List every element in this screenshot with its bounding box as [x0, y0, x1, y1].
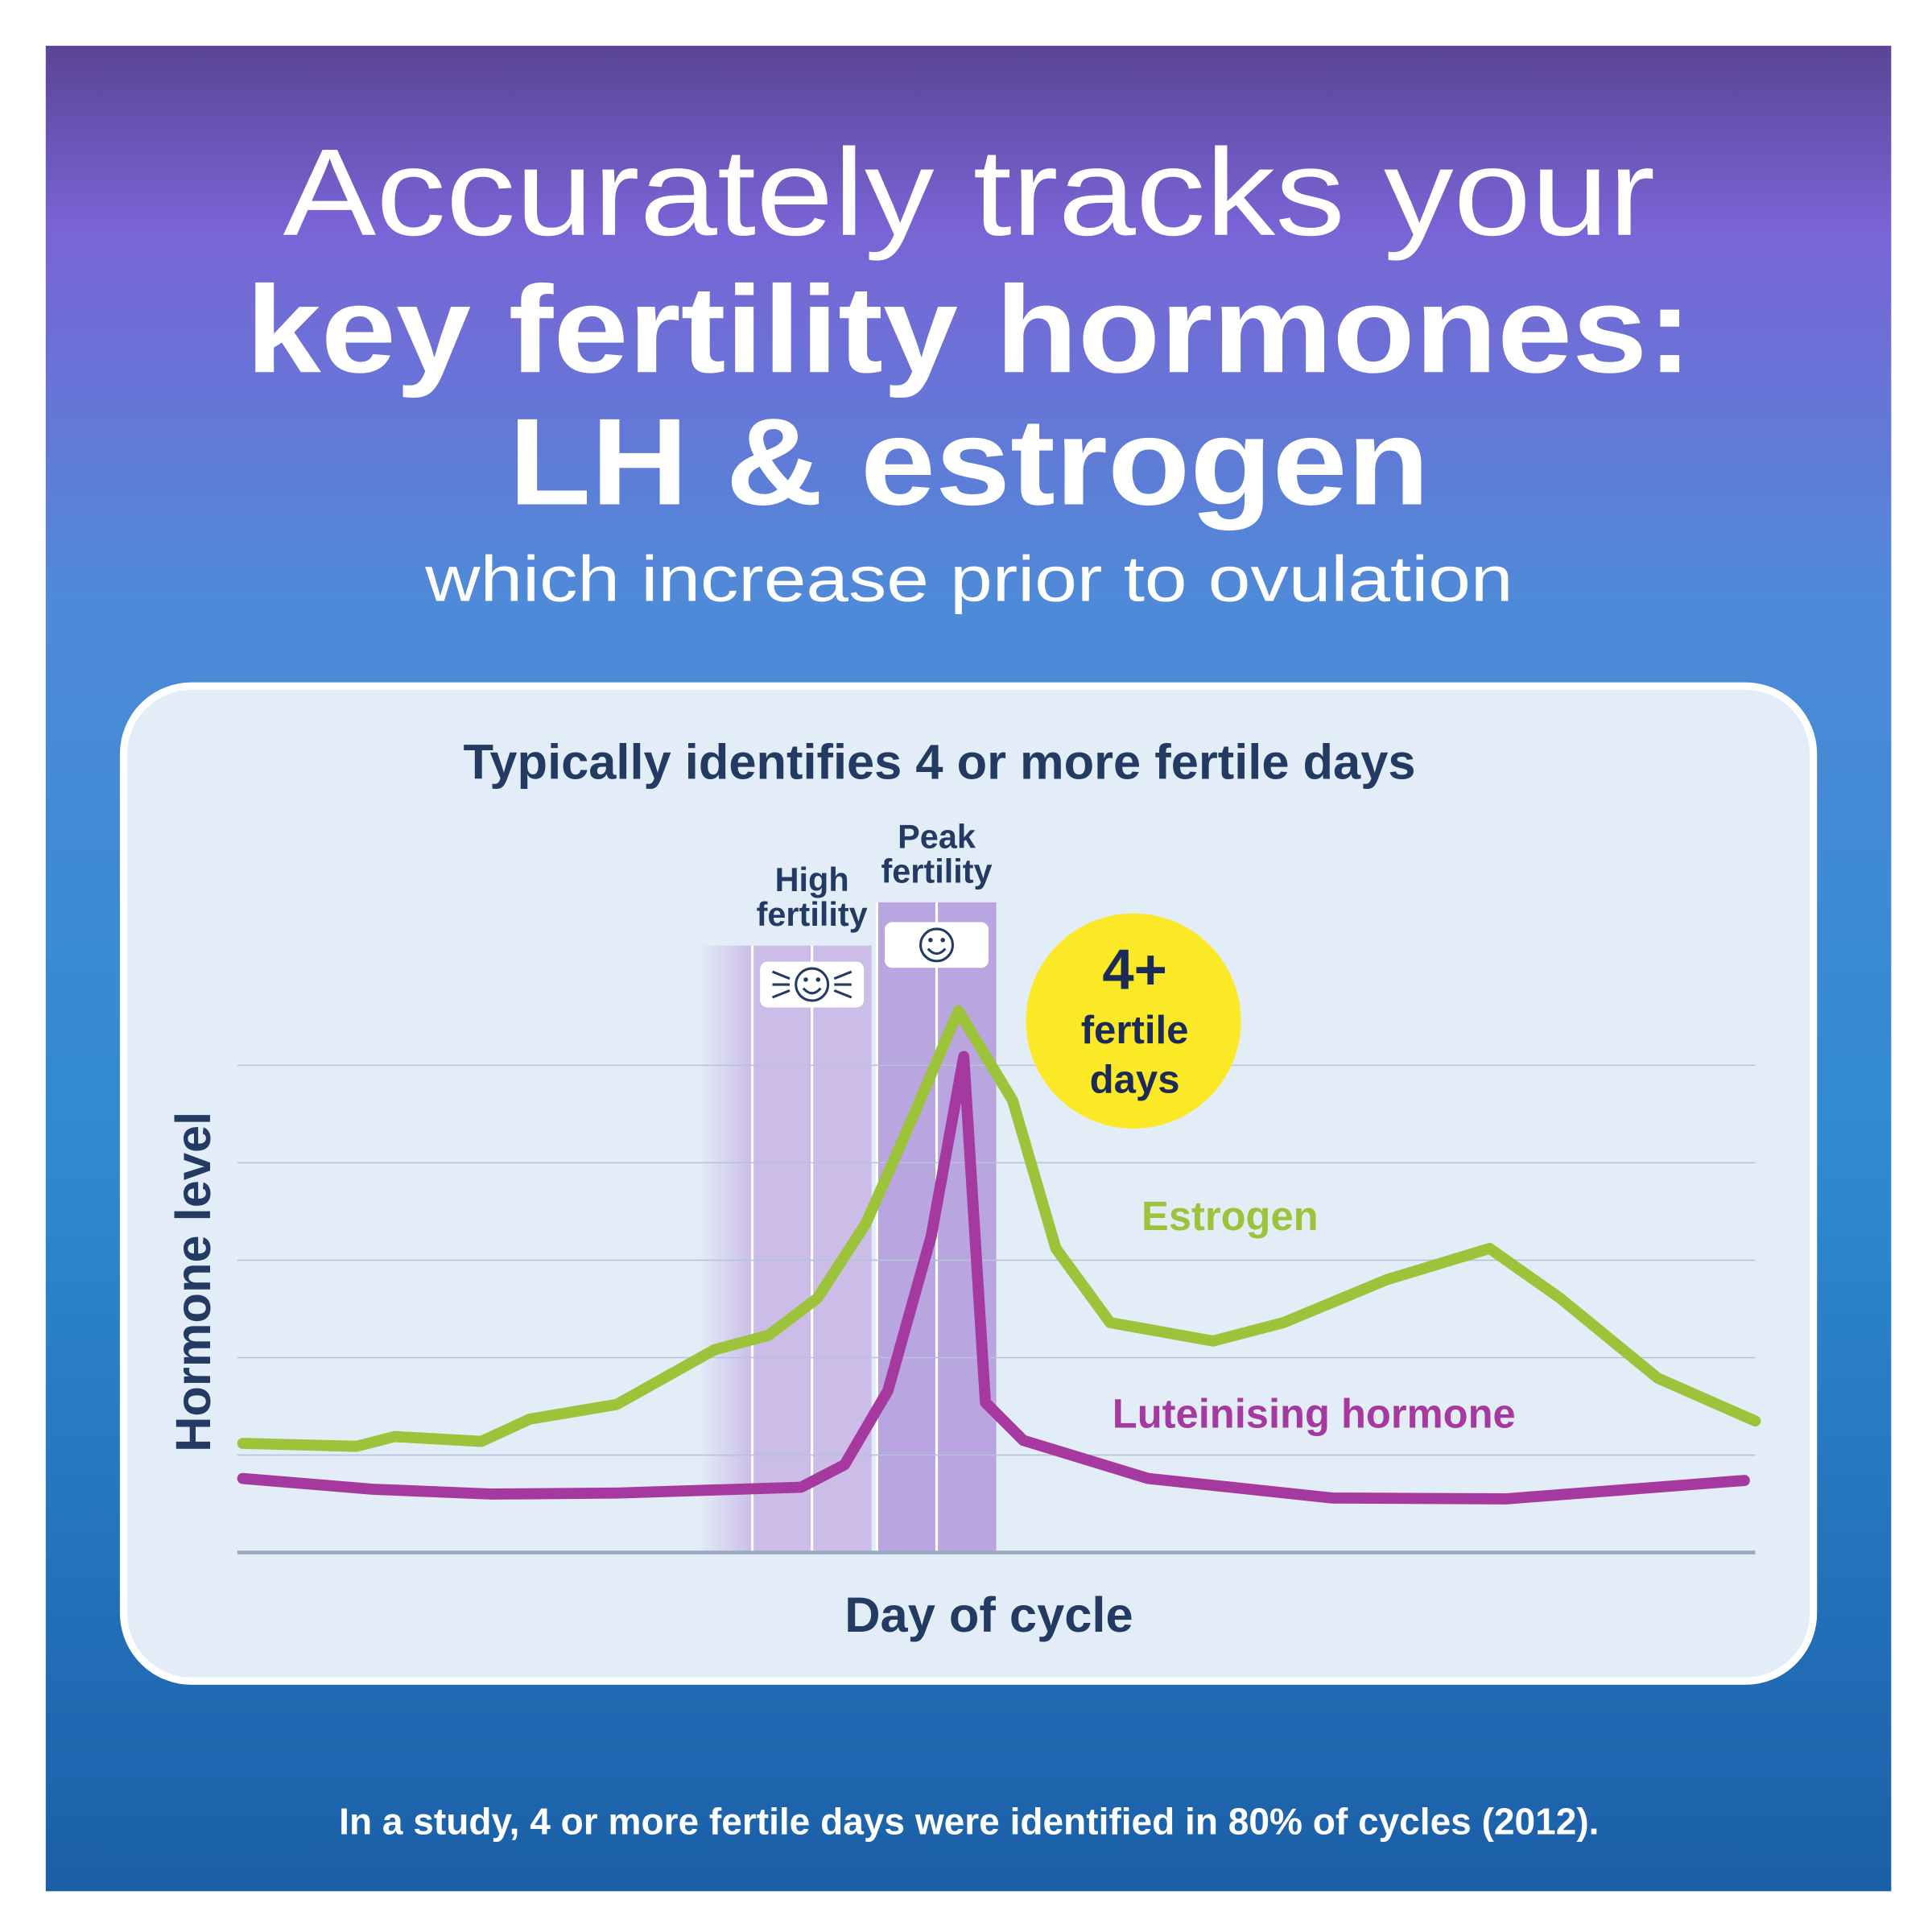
smiley-ray — [771, 970, 791, 980]
series-label: Luteinising hormone — [1113, 1391, 1516, 1437]
plot: HighfertilityPeakfertilityEstrogenLutein… — [237, 817, 1761, 1554]
smiley-eye — [928, 937, 933, 943]
band-label: fertility — [881, 852, 992, 890]
series-line — [237, 1005, 1761, 1452]
icon-box — [760, 961, 865, 1008]
footnote: In a study, 4 or more fertile days were … — [339, 1801, 1599, 1843]
badge-text: fertile — [1081, 1009, 1189, 1052]
x-axis-label: Day of cycle — [844, 1587, 1133, 1643]
series-label: Estrogen — [1141, 1193, 1319, 1239]
smiley-mouth — [927, 947, 947, 956]
band-label: fertility — [757, 895, 868, 933]
band-label: Peak — [898, 817, 976, 855]
smiley-eye — [803, 977, 808, 982]
smiley — [795, 967, 830, 1002]
title-line: key fertility hormones: — [246, 260, 1693, 398]
smiley-ray — [833, 989, 852, 999]
series-line — [237, 1051, 1750, 1505]
icon-box — [885, 922, 989, 968]
smiley-eye — [940, 937, 945, 943]
subtitle: which increase prior to ovulation — [424, 543, 1513, 614]
band-label: High — [775, 861, 849, 898]
smiley-ray — [833, 970, 852, 980]
smiley-mouth — [802, 987, 822, 995]
band-fade — [699, 945, 753, 1553]
y-axis-label: Hormone level — [166, 1112, 221, 1452]
badge-text: 4+ — [1102, 937, 1167, 1001]
badge-text: days — [1090, 1058, 1180, 1101]
title-line: Accurately tracks your — [283, 123, 1655, 262]
smiley — [919, 927, 955, 963]
smiley-eye — [815, 977, 821, 982]
smiley-ray — [771, 989, 791, 999]
chart-title: Typically identifies 4 or more fertile d… — [463, 734, 1415, 790]
title-line: LH & estrogen — [509, 392, 1430, 530]
badge — [1026, 913, 1241, 1129]
